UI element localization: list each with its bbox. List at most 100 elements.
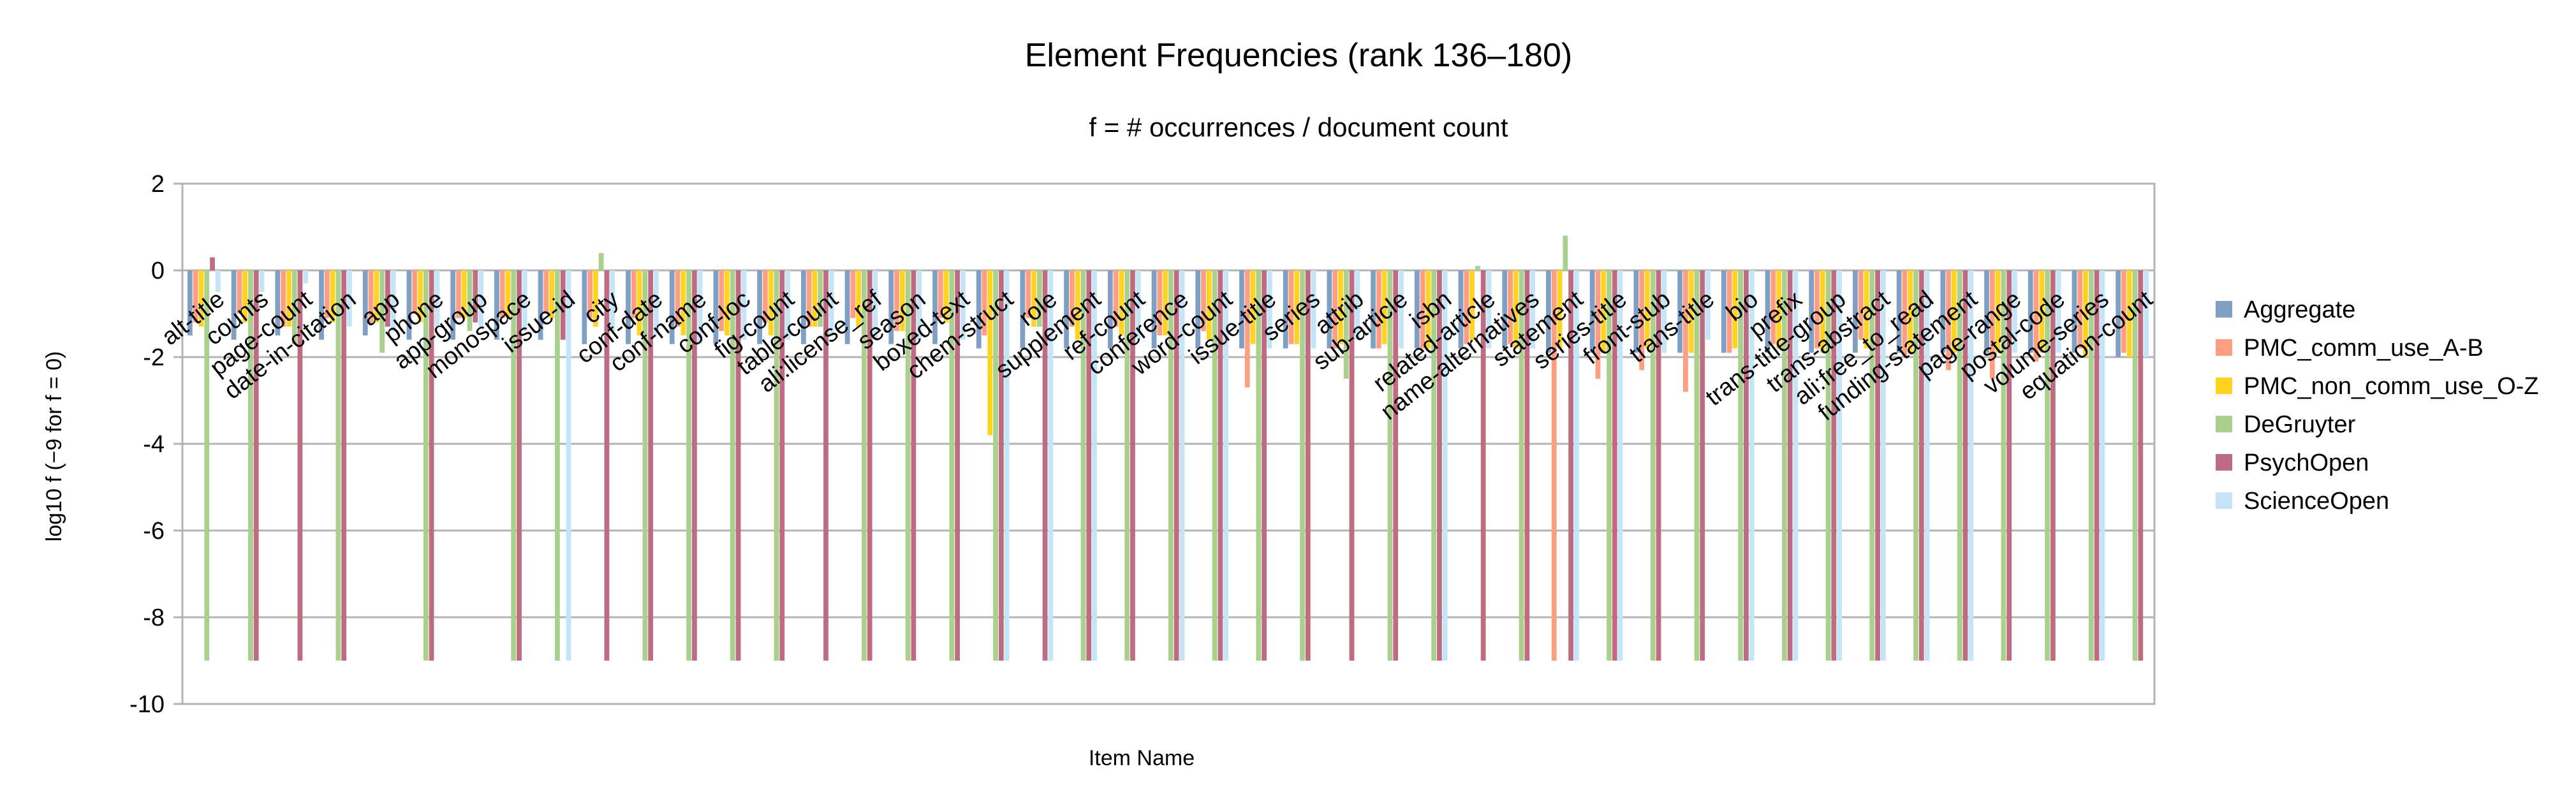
bar-22-4: [1174, 270, 1179, 661]
bar-0-1: [193, 270, 198, 323]
bar-1-2: [242, 270, 248, 323]
bar-17-4: [955, 270, 960, 661]
bar-16-3: [905, 270, 911, 661]
bar-41-0: [1984, 270, 1989, 353]
bar-25-1: [1288, 270, 1294, 344]
bar-39-2: [1908, 270, 1913, 353]
bar-12-0: [713, 270, 719, 344]
bar-17-5: [960, 270, 966, 340]
bar-18-2: [987, 270, 993, 436]
bar-15-0: [844, 270, 850, 344]
bar-6-0: [450, 270, 456, 340]
bar-30-1: [1508, 270, 1513, 344]
bar-40-1: [1946, 270, 1952, 370]
bar-29-2: [1469, 270, 1475, 340]
bar-20-0: [1064, 270, 1070, 349]
bar-25-5: [1311, 270, 1316, 349]
bar-32-2: [1601, 270, 1607, 353]
bar-43-2: [2083, 270, 2088, 357]
bar-2-3: [291, 270, 297, 344]
bar-4-2: [374, 270, 379, 323]
bar-17-2: [943, 270, 949, 323]
legend-swatch: [2216, 377, 2232, 394]
bar-31-5: [1573, 270, 1579, 661]
bar-28-1: [1420, 270, 1425, 349]
bar-35-3: [1738, 270, 1744, 661]
bar-8-3: [555, 270, 560, 661]
bar-29-1: [1464, 270, 1469, 344]
bar-3-4: [341, 270, 347, 661]
legend-swatch: [2216, 339, 2232, 356]
bar-39-3: [1913, 270, 1918, 661]
bar-38-2: [1864, 270, 1869, 349]
bar-8-1: [543, 270, 549, 314]
bar-13-2: [768, 270, 774, 335]
bar-20-5: [1092, 270, 1097, 661]
bar-41-1: [1989, 270, 1995, 379]
bar-42-0: [2028, 270, 2033, 353]
bar-37-2: [1820, 270, 1825, 353]
bar-36-5: [1793, 270, 1799, 661]
bar-13-4: [779, 270, 785, 661]
bar-9-4: [604, 270, 610, 661]
bar-5-0: [406, 270, 412, 340]
bar-22-0: [1151, 270, 1157, 349]
bar-0-5: [215, 270, 221, 292]
bar-29-0: [1458, 270, 1464, 349]
bar-16-2: [899, 270, 905, 332]
bar-27-1: [1376, 270, 1381, 349]
bar-33-4: [1656, 270, 1661, 661]
bar-40-5: [1968, 270, 1974, 661]
bar-15-5: [872, 270, 878, 340]
bar-23-5: [1223, 270, 1229, 661]
bar-12-5: [741, 270, 747, 340]
bar-14-1: [806, 270, 812, 327]
bar-20-2: [1075, 270, 1080, 340]
legend-label: Aggregate: [2244, 297, 2355, 323]
bar-8-5: [566, 270, 571, 661]
bar-7-3: [511, 270, 517, 661]
bar-25-2: [1294, 270, 1300, 344]
bar-42-1: [2033, 270, 2039, 362]
bar-38-1: [1858, 270, 1864, 340]
bar-33-3: [1650, 270, 1656, 661]
bar-18-1: [982, 270, 987, 335]
bar-42-4: [2050, 270, 2056, 661]
bar-31-1: [1551, 270, 1557, 661]
bar-13-3: [774, 270, 779, 661]
bar-41-3: [2001, 270, 2006, 661]
legend-label: PsychOpen: [2244, 450, 2369, 476]
bar-29-5: [1486, 270, 1492, 349]
bar-19-3: [1036, 270, 1042, 327]
bar-40-0: [1940, 270, 1946, 353]
bar-32-1: [1595, 270, 1601, 379]
bar-18-3: [993, 270, 998, 661]
bar-10-0: [626, 270, 631, 344]
bar-2-2: [286, 270, 291, 327]
bar-44-4: [2138, 270, 2144, 661]
bar-18-4: [998, 270, 1004, 661]
bar-33-1: [1639, 270, 1645, 370]
bar-44-0: [2116, 270, 2121, 357]
bar-38-3: [1869, 270, 1875, 661]
legend: Aggregate PMC_comm_use_A-B PMC_non_comm_us…: [2216, 297, 2539, 515]
bar-14-5: [828, 270, 834, 335]
legend-label: ScienceOpen: [2244, 488, 2389, 515]
bar-33-5: [1661, 270, 1667, 353]
bar-7-2: [505, 270, 511, 318]
bar-11-3: [686, 270, 691, 661]
bar-10-1: [631, 270, 637, 318]
bar-27-3: [1387, 270, 1393, 661]
bar-37-3: [1825, 270, 1831, 661]
bar-36-4: [1787, 270, 1793, 661]
bar-37-0: [1809, 270, 1814, 353]
bar-15-3: [862, 270, 867, 661]
legend-swatch: [2216, 454, 2232, 471]
bar-18-5: [1004, 270, 1010, 661]
bar-23-2: [1206, 270, 1212, 340]
bar-22-1: [1157, 270, 1163, 335]
bar-41-5: [2012, 270, 2017, 353]
bar-43-4: [2094, 270, 2100, 661]
bar-14-2: [812, 270, 818, 327]
bar-38-4: [1875, 270, 1880, 661]
